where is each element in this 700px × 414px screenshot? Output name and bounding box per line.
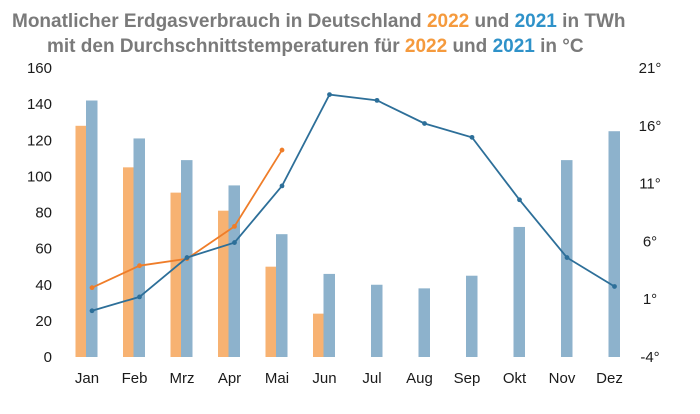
chart-title-line-2: mit den Durchschnittstemperaturen für 20…	[47, 36, 584, 57]
line-layer	[89, 92, 617, 314]
left-tick-label: 60	[35, 241, 52, 258]
x-tick-nov: Nov	[549, 370, 576, 387]
right-tick-label: 16°	[639, 118, 662, 135]
left-tick-label: 40	[35, 277, 52, 294]
x-tick-apr: Apr	[218, 370, 241, 387]
point-2021-aug	[422, 121, 427, 126]
left-tick-label: 20	[35, 313, 52, 330]
bar-2022-mrz	[170, 192, 182, 357]
right-tick-label: -4°	[640, 349, 659, 366]
bar-2021-jan	[86, 100, 98, 357]
x-axis: Jan Feb Mrz Apr Mai Jun Jul Aug Sep Okt Nov Dez	[75, 370, 623, 387]
left-tick-label: 120	[27, 132, 52, 149]
right-tick-label: 6°	[643, 233, 657, 250]
point-2021-jun	[327, 92, 332, 97]
left-y-axis: 0 20 40 60 80 100 120 140 160	[27, 60, 52, 366]
bar-2022-feb	[123, 167, 135, 357]
x-tick-aug: Aug	[406, 370, 433, 387]
x-tick-sep: Sep	[454, 370, 481, 387]
x-tick-mrz: Mrz	[170, 370, 195, 387]
point-2021-mrz	[184, 255, 190, 260]
point-2021-jan	[89, 308, 95, 314]
x-tick-jun: Jun	[312, 370, 336, 387]
left-tick-label: 140	[27, 96, 52, 113]
bar-2021-feb	[133, 138, 145, 357]
point-2021-sep	[469, 134, 475, 140]
point-2022-feb	[137, 263, 142, 269]
right-tick-label: 11°	[639, 176, 661, 193]
point-2021-okt	[517, 197, 522, 203]
x-tick-dez: Dez	[596, 370, 623, 387]
bar-layer	[75, 100, 620, 357]
x-tick-okt: Okt	[503, 370, 527, 387]
title-year-2022: 2022	[405, 36, 447, 57]
title-year-2021: 2021	[515, 11, 558, 32]
point-2021-mai	[279, 183, 285, 189]
point-2021-dez	[612, 284, 617, 289]
right-y-axis: -4° 1° 6° 11° 16° 21°	[639, 60, 662, 366]
title-year-2022: 2022	[427, 11, 469, 32]
left-tick-label: 160	[27, 60, 52, 77]
bar-2021-mai	[276, 234, 288, 357]
bar-2021-jul	[371, 284, 383, 357]
point-2022-apr	[232, 223, 237, 229]
point-2021-apr	[232, 240, 237, 245]
bar-2021-dez	[608, 131, 620, 357]
bar-2022-jan	[75, 125, 87, 357]
title-year-2021: 2021	[493, 36, 536, 57]
bar-2022-jun	[313, 313, 325, 357]
x-tick-mai: Mai	[265, 370, 289, 387]
bar-2022-apr	[218, 210, 230, 357]
bar-2021-sep	[466, 275, 478, 357]
chart-title-line-1: Monatlicher Erdgasverbrauch in Deutschla…	[12, 11, 625, 32]
left-tick-label: 0	[44, 349, 52, 366]
bar-2021-aug	[418, 288, 430, 357]
left-tick-label: 100	[27, 168, 52, 185]
x-tick-jan: Jan	[75, 370, 99, 387]
line-2021	[91, 93, 615, 312]
bar-2021-jun	[323, 273, 335, 357]
bar-2021-apr	[228, 185, 240, 357]
right-tick-label: 21°	[639, 60, 662, 77]
point-2021-feb	[137, 294, 142, 300]
point-2021-jul	[374, 97, 380, 103]
bar-2021-okt	[513, 226, 525, 357]
point-2021-nov	[564, 255, 570, 260]
left-tick-label: 80	[35, 205, 52, 222]
right-tick-label: 1°	[643, 291, 657, 308]
point-2022-mai	[279, 147, 285, 153]
x-tick-jul: Jul	[362, 370, 381, 387]
bar-2022-mai	[265, 266, 277, 357]
x-tick-feb: Feb	[122, 370, 148, 387]
point-2022-jan	[89, 285, 95, 291]
